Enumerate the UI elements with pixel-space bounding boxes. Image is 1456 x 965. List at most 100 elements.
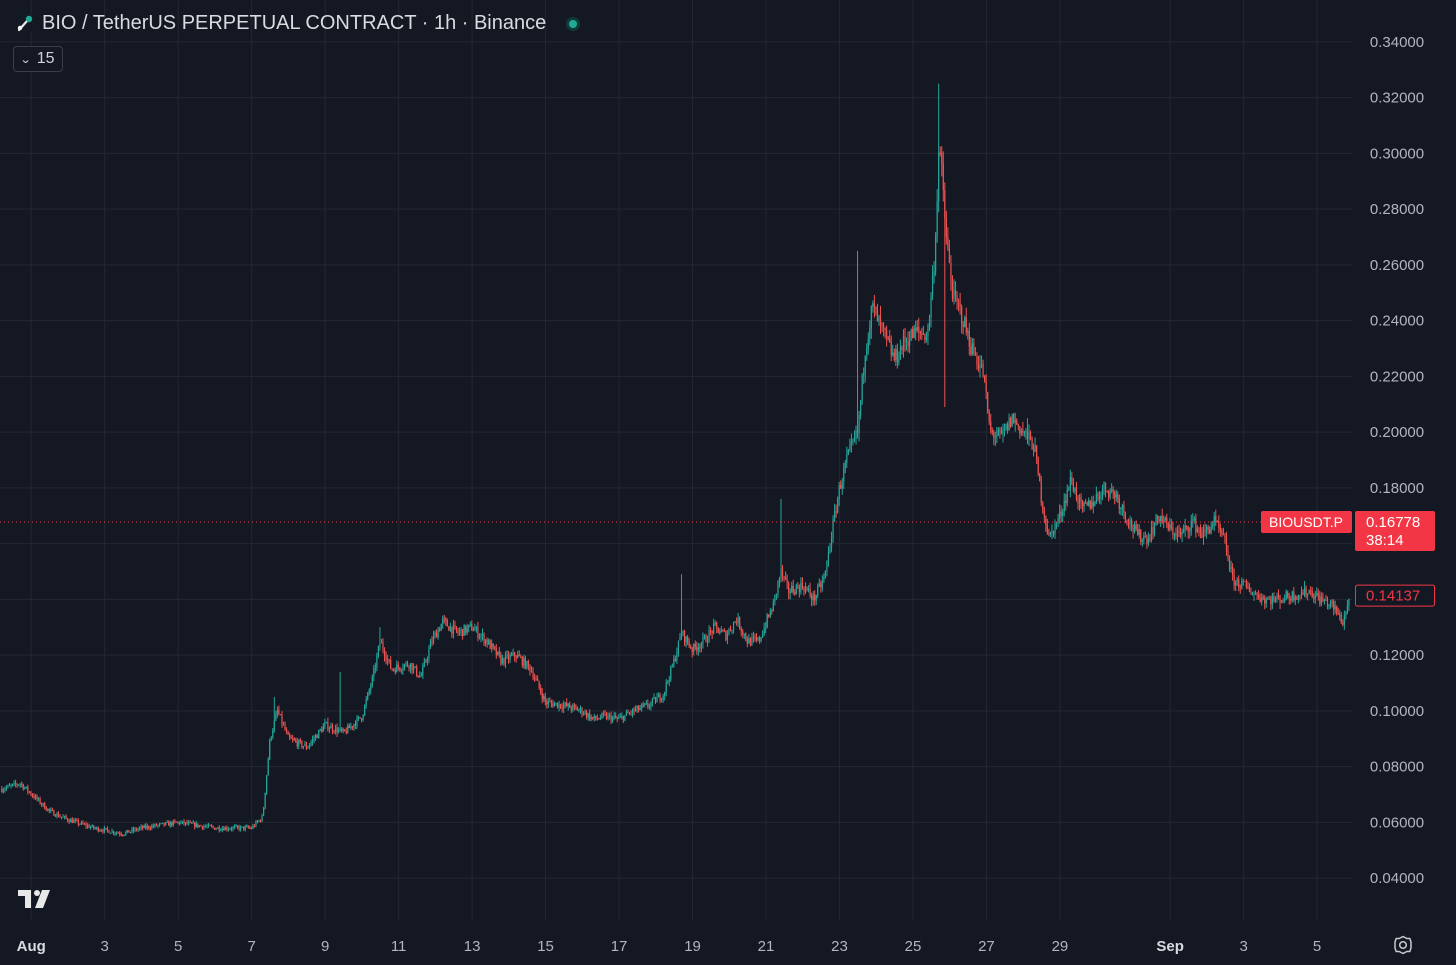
symbol-title[interactable]: BIO / TetherUS PERPETUAL CONTRACT · 1h ·… xyxy=(42,12,547,34)
candle-body xyxy=(406,662,409,666)
tradingview-logo-icon[interactable] xyxy=(18,886,58,910)
chevron-down-icon: ⌄ xyxy=(20,53,33,66)
candle-body xyxy=(11,783,14,786)
candle-body xyxy=(1342,622,1344,625)
candle-body xyxy=(305,744,308,749)
candle-body xyxy=(1310,590,1312,592)
candle-body xyxy=(526,661,528,669)
candle-body xyxy=(506,654,508,656)
candle-body xyxy=(1175,533,1177,537)
candle-body xyxy=(766,614,768,628)
candle-body xyxy=(368,690,370,693)
candle-body xyxy=(1261,597,1263,602)
candle-body xyxy=(866,349,868,356)
candle-body xyxy=(325,721,327,723)
candle-body xyxy=(602,713,605,715)
candle-body xyxy=(648,706,650,708)
candle-body xyxy=(1241,581,1243,588)
candle-body xyxy=(105,828,107,830)
candle-body xyxy=(1247,586,1249,588)
candle-body xyxy=(1207,526,1209,530)
candle-body xyxy=(354,724,357,727)
candle-body xyxy=(1017,424,1019,427)
candle-body xyxy=(227,829,229,831)
candle-body xyxy=(801,582,804,588)
candle-body xyxy=(945,217,947,237)
candle-body xyxy=(1329,601,1332,605)
candle-body xyxy=(976,355,978,365)
candle-body xyxy=(293,739,295,741)
candle-body xyxy=(1346,605,1349,614)
chart-settings-gear-icon[interactable] xyxy=(1392,934,1414,956)
candle-body xyxy=(688,642,690,647)
candle-body xyxy=(102,830,104,832)
candle-body xyxy=(247,826,249,828)
candle-body xyxy=(1028,432,1030,439)
candle-body xyxy=(1062,511,1064,516)
candle-body xyxy=(1256,593,1258,595)
candle-body xyxy=(619,716,621,718)
candle-body xyxy=(419,676,421,678)
candle-body xyxy=(541,692,543,700)
candle-body xyxy=(315,735,317,739)
candle-body xyxy=(1153,525,1156,535)
candle-body xyxy=(282,724,285,726)
candle-body xyxy=(1198,528,1200,530)
time-axis[interactable]: Aug 3 5 7 9 11 13 15 17 19 21 23 25 27 29 Sep 3 5 xyxy=(17,938,1322,955)
candle-body xyxy=(1322,596,1324,602)
candle-body xyxy=(589,713,591,720)
candle-body xyxy=(973,343,975,355)
candle-body xyxy=(246,826,248,828)
candle-body xyxy=(908,340,911,346)
candle-body xyxy=(284,724,286,731)
candle-body xyxy=(861,375,863,401)
candle-body xyxy=(76,820,78,822)
candle-body xyxy=(204,826,207,828)
candle-body xyxy=(654,697,657,703)
price-axis[interactable]: 0.34000 0.32000 0.30000 0.28000 0.26000 0.240… xyxy=(1370,34,1424,887)
candle-body xyxy=(503,658,505,664)
candle-body xyxy=(1141,539,1143,542)
candle-body xyxy=(341,728,343,731)
candle-body xyxy=(471,624,473,631)
candle-body xyxy=(1097,494,1099,496)
candle-body xyxy=(533,678,536,680)
symbol-tag-bg xyxy=(1261,510,1352,533)
candle-body xyxy=(1316,593,1318,595)
candle-body xyxy=(754,637,756,639)
candle-body xyxy=(238,827,240,830)
candle-body xyxy=(224,827,226,831)
candle-body xyxy=(1146,536,1148,544)
interval-collapse-button[interactable]: ⌄ 15 xyxy=(13,46,63,72)
candle-body xyxy=(195,823,197,827)
candle-body xyxy=(259,820,262,822)
candle-body xyxy=(797,585,799,588)
candle-body xyxy=(362,715,364,720)
candle-body xyxy=(789,592,791,594)
candle-body xyxy=(1284,599,1286,601)
candle-body xyxy=(639,708,641,710)
candle-body xyxy=(1031,438,1033,450)
candle-body xyxy=(740,628,742,632)
candle-body xyxy=(913,327,915,339)
candle-body xyxy=(1287,591,1289,598)
candle-body xyxy=(163,822,165,826)
candle-body xyxy=(899,347,902,360)
candle-body xyxy=(273,720,275,731)
bar-countdown: 38:14 xyxy=(1366,532,1404,549)
candle-body xyxy=(991,430,993,433)
candle-body xyxy=(1199,529,1202,534)
candle-body xyxy=(1189,530,1191,532)
candle-body xyxy=(7,785,9,788)
candle-body xyxy=(420,675,422,677)
candle-body xyxy=(530,671,533,673)
candle-body xyxy=(1100,496,1102,499)
candle-body xyxy=(67,818,69,821)
market-status-icon[interactable] xyxy=(566,16,581,31)
candle-body xyxy=(1060,511,1062,516)
candle-body xyxy=(948,247,951,263)
candle-body xyxy=(512,652,514,655)
candle-body xyxy=(492,643,494,647)
candle-body xyxy=(1296,597,1298,600)
